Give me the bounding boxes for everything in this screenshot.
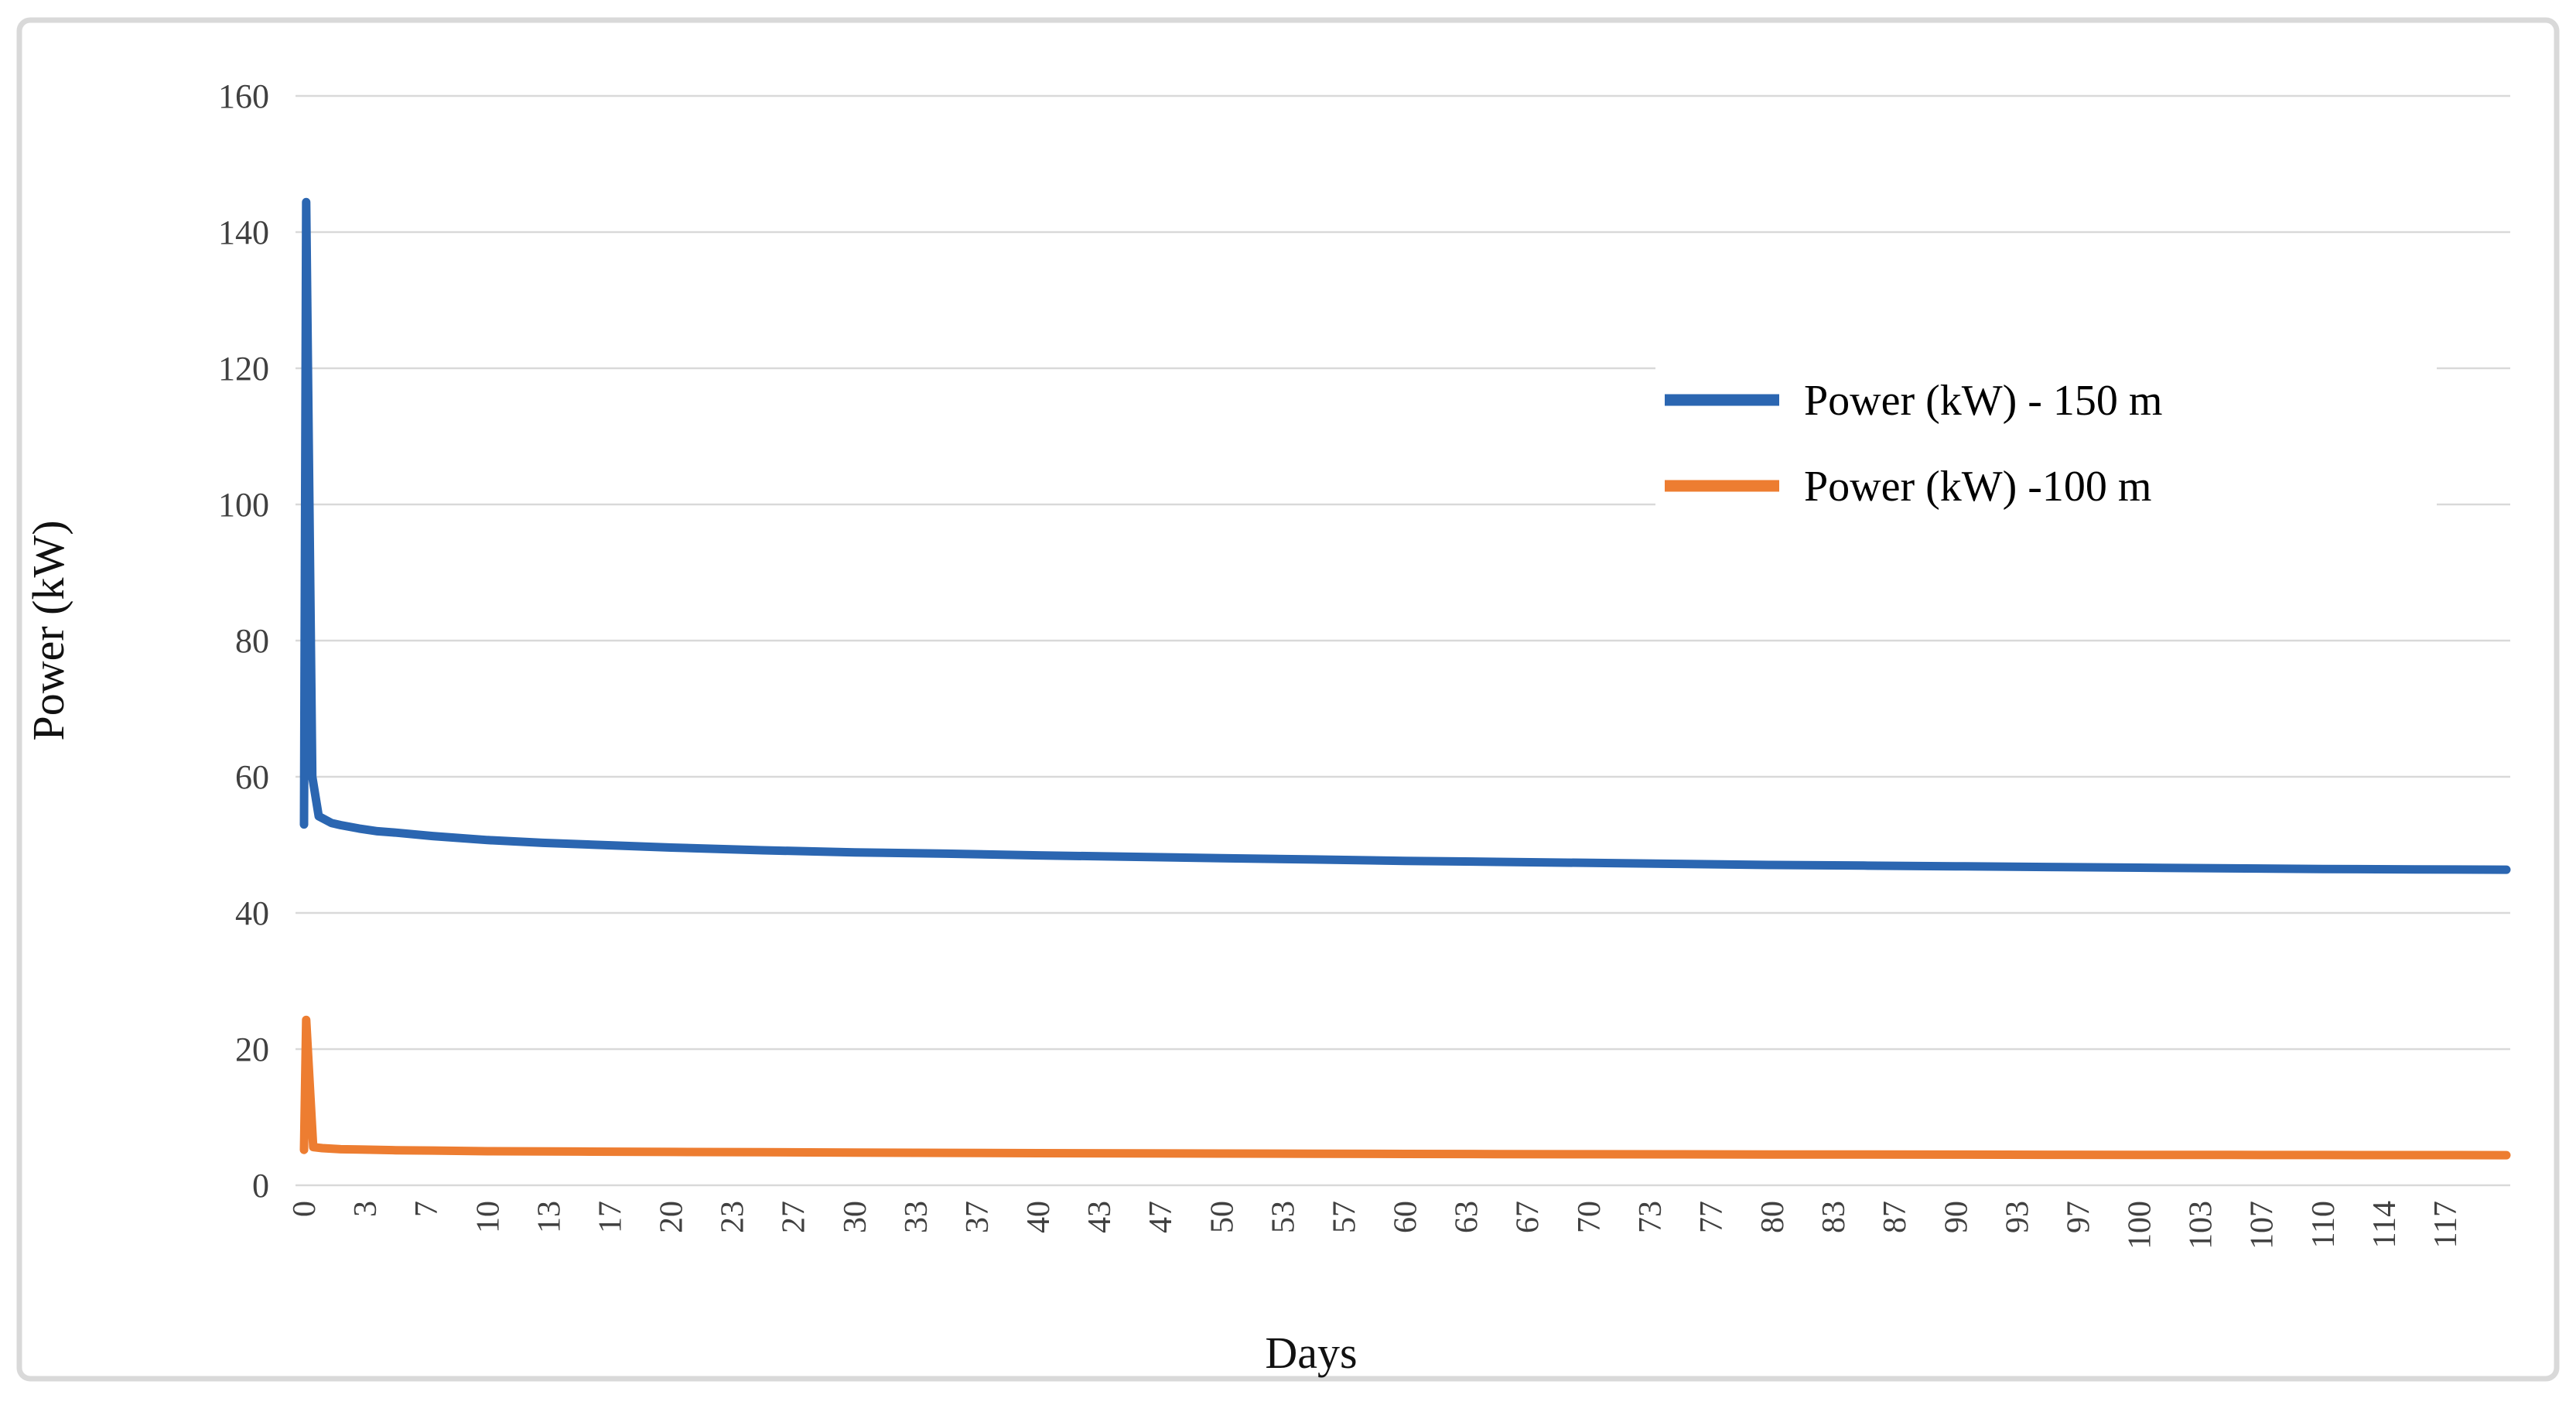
x-tick-label-13: 13 [531,1201,567,1233]
x-tick-label-63: 63 [1450,1201,1485,1233]
x-tick-label-107: 107 [2245,1201,2280,1249]
x-tick-label-73: 73 [1633,1201,1669,1233]
y-axis-tick-labels: 160 140 120 100 80 60 40 20 0 [218,77,269,1205]
x-tick-label-10: 10 [470,1201,506,1233]
y-tick-label-60: 60 [235,758,269,796]
x-tick-label-37: 37 [960,1201,996,1233]
x-tick-label-103: 103 [2184,1201,2219,1249]
legend-label-150m: Power (kW) - 150 m [1804,377,2162,425]
x-tick-label-80: 80 [1755,1201,1791,1233]
x-tick-label-33: 33 [899,1201,934,1233]
series-line-100m [299,1015,2511,1160]
x-axis-title: Days [1265,1328,1357,1378]
x-tick-label-114: 114 [2367,1201,2403,1248]
y-tick-label-140: 140 [218,214,269,251]
figure-border [16,17,2560,1382]
x-tick-label-57: 57 [1327,1201,1362,1233]
x-tick-label-117: 117 [2428,1201,2464,1248]
x-tick-label-87: 87 [1877,1201,1913,1233]
y-tick-label-80: 80 [235,622,269,660]
x-tick-label-93: 93 [2000,1201,2035,1233]
x-tick-label-100: 100 [2123,1201,2158,1249]
series-line-150m [299,197,2511,874]
x-tick-label-77: 77 [1694,1201,1730,1233]
x-tick-label-47: 47 [1143,1201,1179,1233]
x-tick-label-90: 90 [1939,1201,1974,1233]
x-tick-label-40: 40 [1021,1201,1057,1233]
y-tick-label-20: 20 [235,1031,269,1068]
y-tick-label-160: 160 [218,77,269,115]
y-tick-label-120: 120 [218,350,269,388]
y-axis-title: Power (kW) [23,520,73,740]
x-tick-label-70: 70 [1572,1201,1607,1233]
x-tick-label-3: 3 [348,1201,384,1217]
x-axis-tick-labels: 0 3 7 10 13 17 20 23 27 30 33 37 40 43 47 50 53 57 60 63 67 7… [287,1201,2464,1249]
x-tick-label-20: 20 [654,1201,690,1233]
x-tick-label-27: 27 [777,1201,812,1233]
x-tick-label-60: 60 [1389,1201,1424,1233]
x-tick-label-30: 30 [838,1201,873,1233]
y-tick-label-40: 40 [235,894,269,932]
y-tick-label-0: 0 [252,1167,269,1205]
x-tick-label-17: 17 [593,1201,628,1233]
data-series [299,197,2511,1160]
legend-background [1655,350,2437,549]
x-tick-label-67: 67 [1511,1201,1546,1233]
x-tick-label-50: 50 [1204,1201,1240,1233]
x-tick-label-110: 110 [2306,1201,2342,1248]
y-tick-label-100: 100 [218,486,269,524]
x-tick-label-97: 97 [2061,1201,2096,1233]
x-tick-label-0: 0 [287,1201,323,1217]
x-tick-label-83: 83 [1816,1201,1852,1233]
gridlines [296,94,2510,1187]
legend-label-100m: Power (kW) -100 m [1804,463,2151,511]
x-tick-label-23: 23 [716,1201,751,1233]
x-tick-label-53: 53 [1266,1201,1301,1233]
legend: Power (kW) - 150 m Power (kW) -100 m [1655,350,2437,549]
x-tick-label-7: 7 [409,1201,445,1217]
x-tick-label-43: 43 [1082,1201,1118,1233]
